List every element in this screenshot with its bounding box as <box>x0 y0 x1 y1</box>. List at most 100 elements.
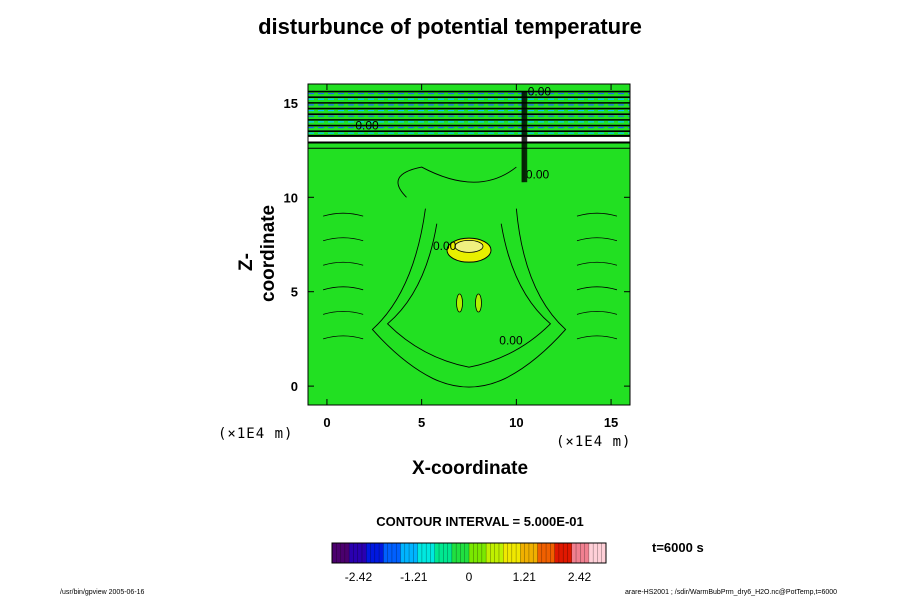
colorbar-cell <box>571 543 577 563</box>
x-unit-label-right: (×1E4 m) <box>556 434 632 450</box>
colorbar-cell <box>370 543 376 563</box>
colorbar-cell <box>486 543 491 563</box>
colorbar-cell <box>584 543 590 563</box>
colorbar-cell <box>379 543 384 563</box>
colorbar-cell <box>588 543 594 563</box>
contour-line <box>576 310 618 315</box>
colorbar-cell <box>580 543 585 563</box>
x-tick-label: 0 <box>323 415 330 430</box>
colorbar-cell <box>541 543 547 563</box>
colorbar-cell <box>528 543 534 563</box>
colorbar-cell <box>421 543 427 563</box>
contour-line <box>576 237 618 242</box>
colorbar-cell <box>336 543 341 563</box>
colorbar-cell <box>361 543 367 563</box>
colorbar-tick-label: 0 <box>466 570 473 584</box>
x-tick-label: 15 <box>604 415 618 430</box>
contour-label: 0.00 <box>355 118 379 132</box>
colorbar-cell <box>460 543 466 563</box>
plot-area: 0.00 0.00 0.00 0.00 0.00 <box>308 84 630 405</box>
colorbar-cell <box>537 543 543 563</box>
colorbar-cell <box>353 543 358 563</box>
colorbar-cell <box>439 543 444 563</box>
footer-command: /usr/bin/gpview 2005-06-16 <box>60 589 145 596</box>
colorbar-cell <box>387 543 393 563</box>
warm-core-inner <box>454 239 484 253</box>
y-tick-label: 0 <box>291 379 298 394</box>
colorbar-tick-label: 1.21 <box>513 570 537 584</box>
y-axis-label: Z-coordinate <box>236 204 279 302</box>
colorbar: -2.42 -1.21 0 1.21 2.42 <box>331 542 607 584</box>
contour-line <box>323 310 364 315</box>
colorbar-cell <box>456 543 461 563</box>
contour-label: 0.00 <box>433 239 457 253</box>
colorbar-cell <box>473 543 478 563</box>
colorbar-cell <box>494 543 500 563</box>
colorbar-cell <box>593 543 598 563</box>
contour-line <box>576 286 618 291</box>
contour-line <box>576 212 618 217</box>
y-tick-label: 15 <box>284 96 298 111</box>
colorbar-cell <box>558 543 564 563</box>
white-band <box>308 136 630 143</box>
colorbar-cell <box>503 543 508 563</box>
colorbar-cell <box>443 543 448 563</box>
contour-line <box>576 261 618 266</box>
colorbar-cell <box>357 543 363 563</box>
colorbar-cell <box>469 543 474 563</box>
contour-label: 0.00 <box>528 84 552 98</box>
y-tick-label: 5 <box>291 285 298 300</box>
contour-label: 0.00 <box>499 334 523 348</box>
colorbar-tick-label: 2.42 <box>568 570 592 584</box>
footer-source: arare-HS2001 ; /sdir/WarmBubPrm_dry6_H2O… <box>625 589 838 596</box>
colorbar-cell <box>344 543 350 563</box>
colorbar-cell <box>516 543 521 563</box>
colorbar-cell <box>391 543 397 563</box>
colorbar-cell <box>447 543 453 563</box>
colorbar-cell <box>520 543 525 563</box>
colorbar-cell <box>340 543 346 563</box>
colorbar-cell <box>546 543 551 563</box>
contour-line <box>386 223 552 368</box>
contour-line <box>323 212 364 217</box>
x-axis-label: X-coordinate <box>411 458 529 479</box>
contour-interval-label: CONTOUR INTERVAL = 5.000E-01 <box>376 514 584 529</box>
x-tick-label: 5 <box>418 415 425 430</box>
contour-line <box>323 286 364 291</box>
colorbar-cell <box>426 543 431 563</box>
colorbar-cell <box>366 543 371 563</box>
colorbar-cell <box>533 543 538 563</box>
colorbar-cell <box>550 543 555 563</box>
contour-line <box>371 208 567 388</box>
colorbar-cell <box>451 543 457 563</box>
colorbar-cell <box>563 543 568 563</box>
colorbar-cell <box>383 543 388 563</box>
colorbar-cell <box>409 543 414 563</box>
colorbar-cell <box>434 543 440 563</box>
contour-label: 0.00 <box>526 167 550 181</box>
colorbar-cell <box>396 543 401 563</box>
contour-line <box>397 166 517 198</box>
colorbar-tick-label: -1.21 <box>400 570 428 584</box>
colorbar-frame <box>331 542 607 564</box>
plot-frame <box>307 83 631 406</box>
contour-line <box>323 237 364 242</box>
x-tick-label: 10 <box>509 415 523 430</box>
colorbar-cell <box>374 543 380 563</box>
axes: 0 5 10 15 0 5 10 15 <box>284 83 631 430</box>
colorbar-cell <box>464 543 470 563</box>
colorbar-cell <box>511 543 517 563</box>
colorbar-cell <box>507 543 513 563</box>
colorbar-cell <box>430 543 436 563</box>
x-unit-label-left: (×1E4 m) <box>218 426 294 442</box>
colorbar-cell <box>332 543 337 563</box>
contour-line <box>576 335 618 340</box>
colorbar-cell <box>481 543 487 563</box>
colorbar-cell <box>601 543 607 563</box>
contour-line <box>323 335 364 340</box>
colorbar-cell <box>417 543 423 563</box>
colorbar-cell <box>524 543 530 563</box>
colorbar-cell <box>349 543 354 563</box>
warm-lobe <box>475 293 482 313</box>
colorbar-cell <box>400 543 406 563</box>
